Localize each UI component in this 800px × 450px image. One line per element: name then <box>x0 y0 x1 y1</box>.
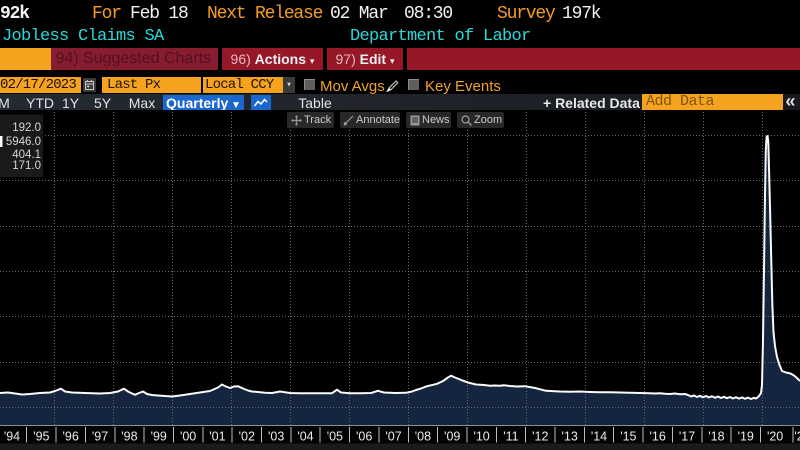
svg-text:'12: '12 <box>532 430 548 444</box>
svg-text:'00: '00 <box>180 430 196 444</box>
svg-text:'98: '98 <box>121 430 137 444</box>
svg-text:404.1: 404.1 <box>12 149 41 161</box>
svg-text:'2: '2 <box>794 430 800 444</box>
svg-text:'94: '94 <box>4 430 20 444</box>
svg-text:'14: '14 <box>591 430 607 444</box>
svg-text:'08: '08 <box>415 430 431 444</box>
svg-text:'19: '19 <box>738 430 754 444</box>
svg-text:'20: '20 <box>767 430 783 444</box>
svg-text:'05: '05 <box>327 430 343 444</box>
svg-text:'09: '09 <box>444 430 460 444</box>
svg-text:'13: '13 <box>562 430 578 444</box>
svg-text:'95: '95 <box>33 430 49 444</box>
svg-text:'01: '01 <box>209 430 225 444</box>
svg-text:'99: '99 <box>151 430 167 444</box>
svg-text:171.0: 171.0 <box>12 160 41 172</box>
svg-text:'17: '17 <box>679 430 695 444</box>
svg-text:'04: '04 <box>297 430 313 444</box>
svg-text:'03: '03 <box>268 430 284 444</box>
svg-text:'07: '07 <box>385 430 401 444</box>
svg-text:'15: '15 <box>620 430 636 444</box>
svg-text:'16: '16 <box>650 430 666 444</box>
svg-text:'06: '06 <box>356 430 372 444</box>
svg-text:5946.0: 5946.0 <box>6 136 41 148</box>
svg-text:'96: '96 <box>63 430 79 444</box>
svg-text:'10: '10 <box>473 430 489 444</box>
svg-text:'11: '11 <box>503 430 518 444</box>
svg-text:'97: '97 <box>92 430 108 444</box>
svg-text:192.0: 192.0 <box>12 122 41 134</box>
svg-text:'18: '18 <box>708 430 724 444</box>
svg-text:'02: '02 <box>239 430 255 444</box>
